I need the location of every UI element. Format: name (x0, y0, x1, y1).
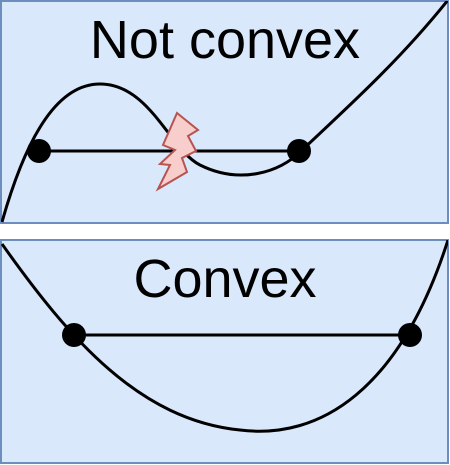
not-convex-panel-background (0, 0, 449, 224)
chord-endpoint-right (398, 323, 422, 347)
not-convex-panel: Not convex (0, 0, 449, 224)
convex-title: Convex (133, 249, 316, 309)
chord-endpoint-left (27, 139, 51, 163)
convex-panel: Convex (0, 239, 449, 464)
non-convex-curve (1, 1, 448, 223)
lightning-icon (155, 111, 200, 192)
chord-endpoint-right (287, 139, 311, 163)
chord-endpoint-left (62, 323, 86, 347)
not-convex-title: Not convex (90, 10, 360, 70)
convex-panel-background (0, 239, 449, 464)
